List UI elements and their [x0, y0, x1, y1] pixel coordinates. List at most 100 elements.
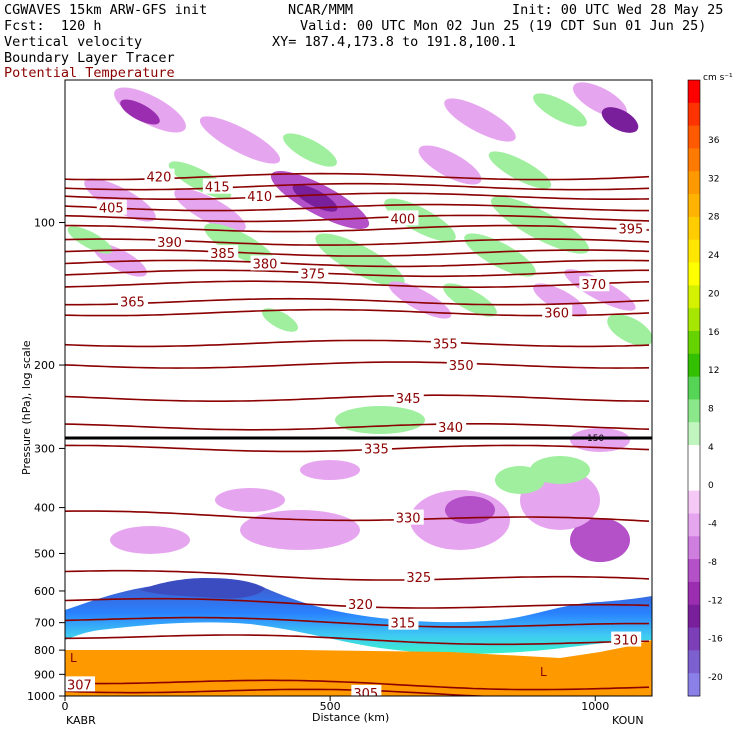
theta-label-bg [388, 614, 419, 630]
theta-contour-label: 315 [390, 617, 415, 632]
colorbar-swatch [688, 308, 700, 332]
header-field-2: Boundary Layer Tracer [4, 50, 175, 66]
y-tick-label: 400 [34, 502, 55, 515]
velocity-cell [533, 283, 587, 317]
velocity-cell [283, 133, 337, 167]
header-model: CGWAVES 15km ARW-GFS init [4, 2, 208, 18]
header-field-3: Potential Temperature [4, 65, 175, 81]
terrain [65, 640, 652, 696]
theta-contour-label: 365 [120, 296, 145, 311]
theta-contour [65, 203, 649, 212]
velocity-cell [199, 116, 281, 164]
x-axis-ticks: 0 500 1000 [62, 696, 609, 713]
colorbar-swatch [688, 559, 700, 583]
velocity-cell [315, 233, 405, 287]
theta-contour-label: 405 [99, 202, 124, 217]
theta-label-bg [361, 440, 392, 456]
colorbar-tick-label: -20 [708, 673, 723, 683]
colorbar-swatch [688, 216, 700, 241]
shading-layer: 305 307 310 315 320 325 330 335 340 345 350 355 360 3… [65, 82, 652, 702]
theta-label-bg [346, 596, 377, 612]
theta-label-bg [144, 168, 175, 184]
colorbar-swatch [688, 536, 700, 560]
colorbar-swatch [688, 650, 700, 674]
y-tick-label: 900 [34, 668, 55, 681]
theta-label-bg [404, 568, 435, 584]
theta-contour [65, 214, 650, 223]
colorbar-tick-label: 32 [708, 174, 719, 184]
colorbar-swatch [688, 581, 700, 606]
header-xy: XY= 187.4,173.8 to 191.8,100.1 [272, 34, 516, 50]
y-tick-label: 500 [34, 547, 55, 560]
y-tick-label: 300 [34, 442, 55, 455]
theta-contour-label: 415 [205, 181, 230, 196]
theta-contour-label: 385 [210, 247, 235, 262]
theta-contour-label: 305 [353, 687, 378, 702]
colorbar-tick-label: 16 [708, 328, 720, 338]
colorbar-swatch [688, 627, 700, 651]
low-label-right: L [540, 665, 547, 679]
theta-contour [65, 361, 650, 369]
theta-label-bg [155, 234, 186, 250]
theta-contour-label: 310 [613, 634, 638, 649]
y-axis-label: Pressure (hPa), log scale [20, 340, 33, 475]
velocity-cell [443, 283, 497, 317]
velocity-cell [601, 107, 639, 133]
theta-contour [65, 259, 650, 268]
theta-label-bg [351, 684, 382, 696]
header-init: Init: 00 UTC Wed 28 May 25 [512, 2, 724, 18]
theta-contour [65, 297, 650, 306]
velocity-cell [292, 184, 338, 212]
colorbar-swatch [688, 148, 700, 172]
theta-contour [65, 224, 650, 233]
header-valid: Valid: 00 UTC Mon 02 Jun 25 (19 CDT Sun … [300, 18, 707, 34]
x-tick-label: 0 [62, 700, 69, 713]
velocity-cell [67, 226, 113, 254]
colorbar-swatch [688, 376, 700, 400]
velocity-cell [388, 281, 452, 319]
velocity-cell [261, 308, 299, 332]
theta-contour-label: 335 [364, 442, 389, 457]
theta-contour-label: 410 [247, 190, 272, 205]
theta-contour [65, 634, 650, 646]
theta-contour [65, 444, 650, 453]
theta-contour-label: 325 [406, 571, 431, 586]
theta-label-bg [208, 245, 239, 261]
colorbar-tick-label: 36 [708, 136, 720, 146]
boundary-layer-tracer-upper [140, 578, 265, 599]
colorbar-swatch [688, 673, 700, 697]
theta-label-bg [393, 509, 424, 525]
theta-label-bg [388, 210, 419, 226]
theta-contour [65, 679, 650, 691]
colorbar-swatch [688, 422, 700, 446]
theta-contour-label: 340 [438, 421, 463, 436]
plot-frame [64, 79, 653, 697]
velocity-cell [533, 93, 587, 127]
colorbar-tick-label: -12 [708, 596, 723, 606]
colorbar-swatch [688, 171, 700, 195]
theta-contour [65, 569, 650, 581]
theta-label-bg [611, 631, 642, 647]
y-tick-label: 800 [34, 644, 55, 657]
velocity-cell [445, 496, 495, 524]
velocity-cell [240, 510, 360, 550]
velocity-cell [607, 314, 652, 346]
theta-contour [65, 182, 650, 191]
theta-contour [65, 510, 650, 522]
velocity-cell [215, 488, 285, 512]
theta-contour [65, 249, 650, 257]
theta-contour-label: 360 [544, 307, 569, 322]
colorbar-swatch [688, 194, 700, 218]
theta-label-bg [245, 188, 276, 204]
theta-contour-label: 330 [396, 512, 421, 527]
theta-label-bg [250, 255, 281, 271]
colorbar-tick-label: 24 [708, 251, 720, 261]
x-tick-label: 500 [320, 700, 341, 713]
header-fcst: Fcst: 120 h [4, 18, 102, 34]
theta-contour-label: 350 [449, 359, 474, 374]
colorbar-swatch [688, 490, 700, 514]
theta-contour-label: 355 [433, 337, 458, 352]
velocity-cell [444, 98, 516, 142]
colorbar-tick-label: -8 [708, 558, 717, 568]
